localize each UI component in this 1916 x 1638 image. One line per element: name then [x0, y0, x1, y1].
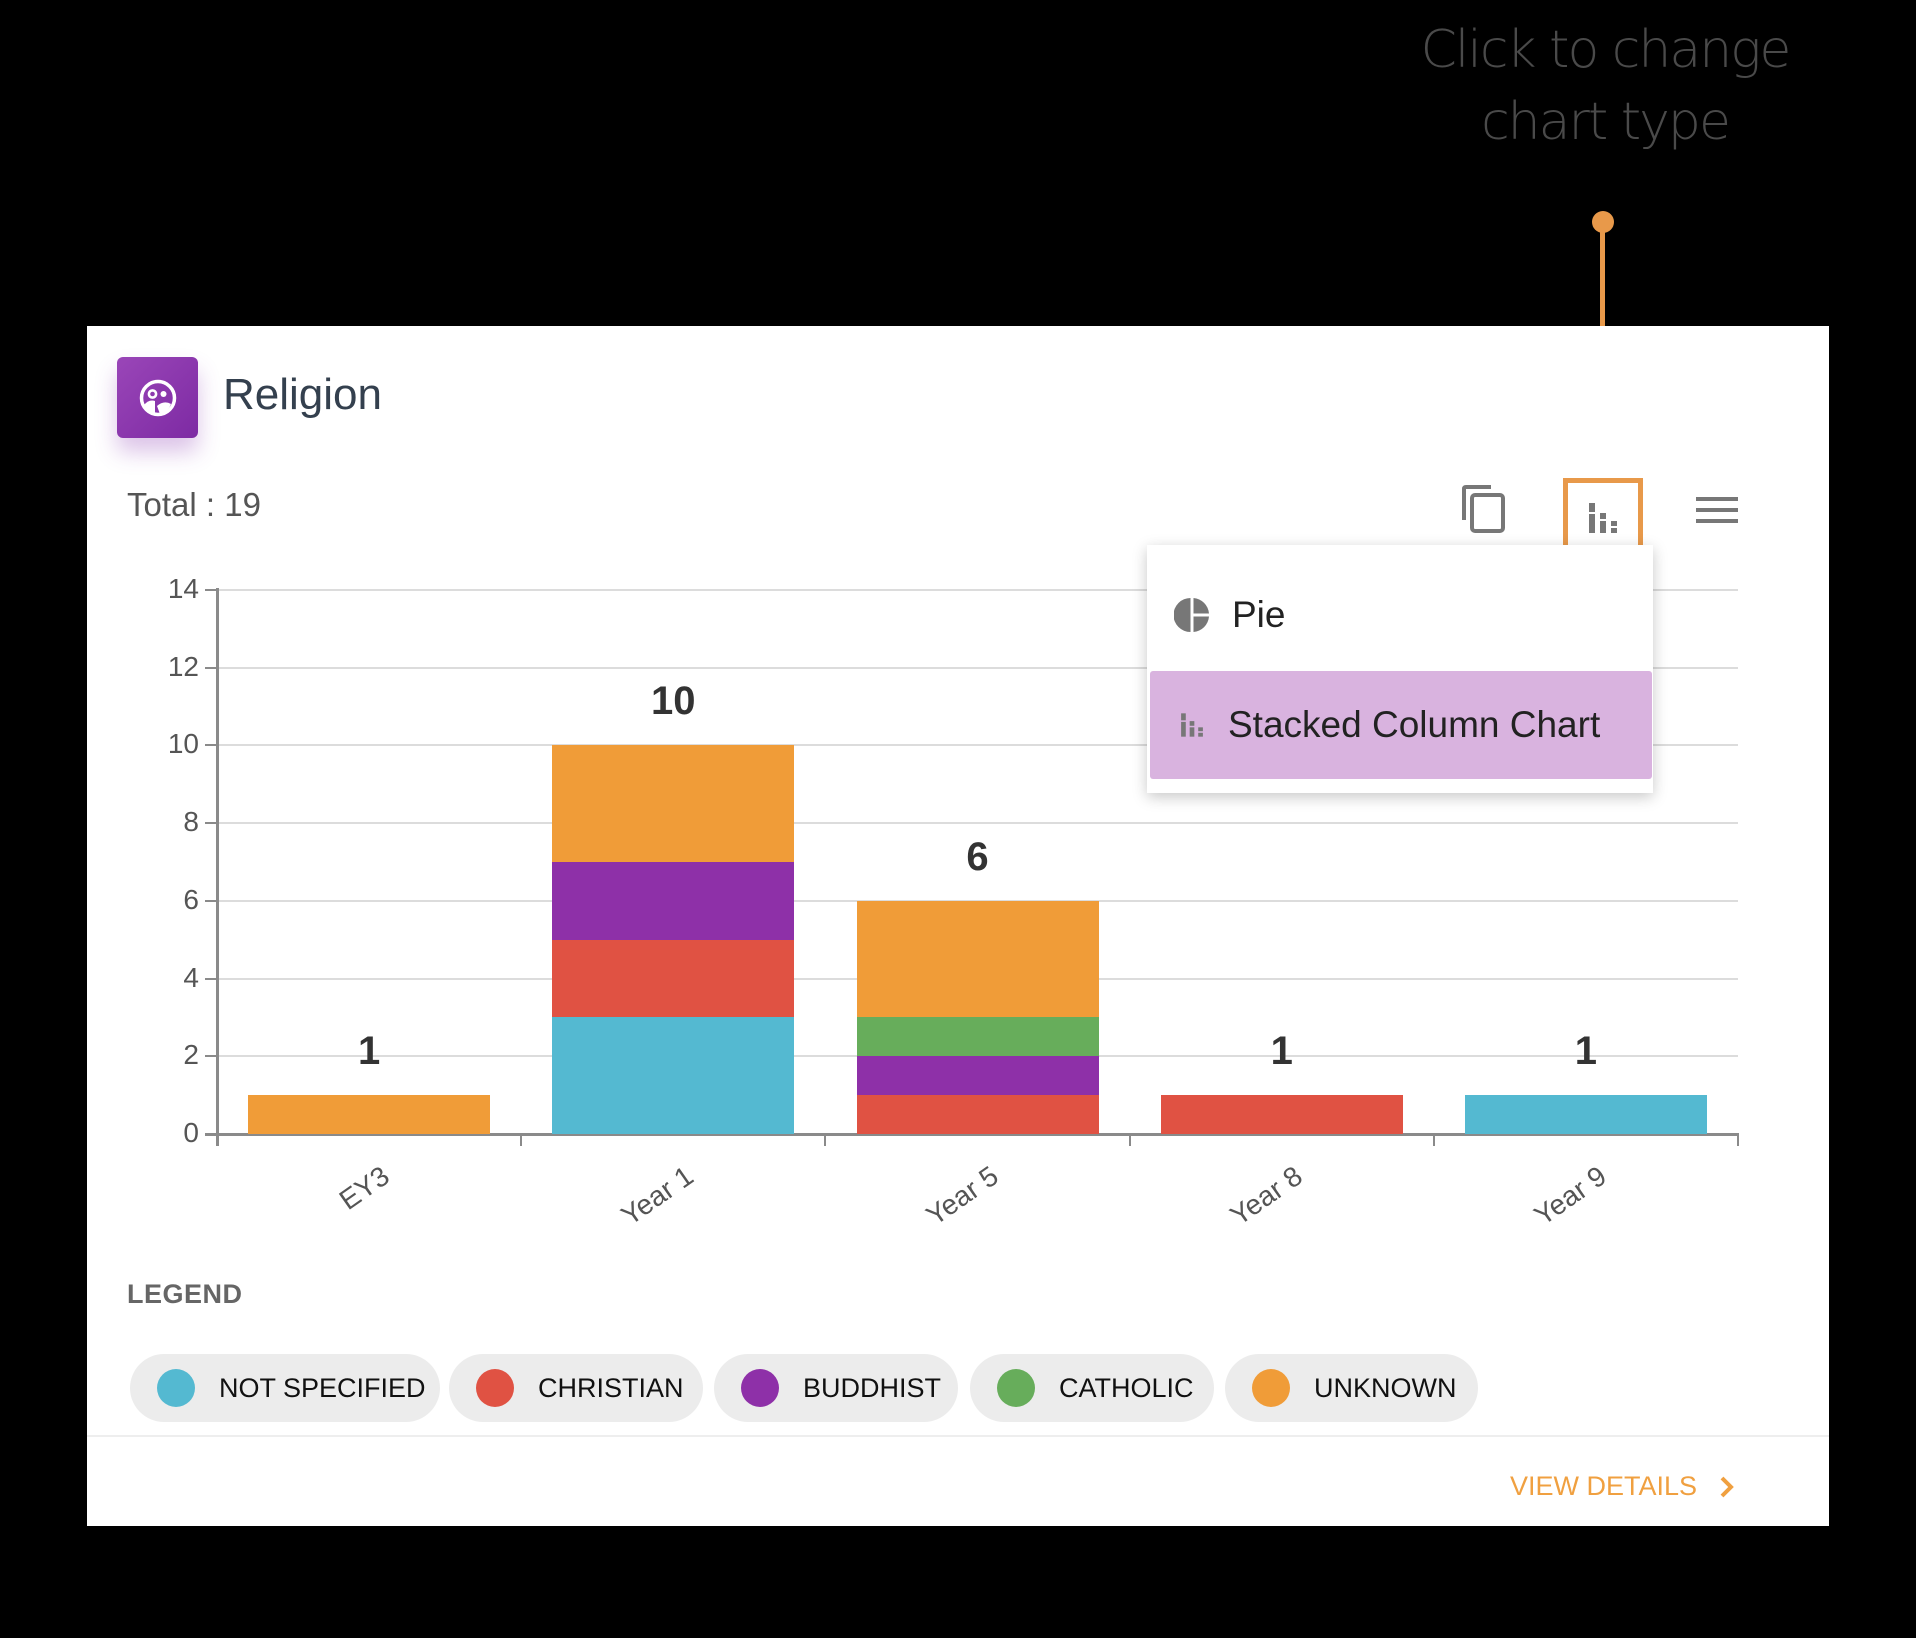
legend-label: NOT SPECIFIED: [219, 1372, 426, 1403]
religion-people-icon: [117, 357, 198, 438]
chevron-right-icon: [1720, 1476, 1734, 1497]
legend-label: BUDDHIST: [803, 1372, 942, 1403]
y-tick: [205, 822, 217, 825]
legend-label: UNKNOWN: [1314, 1372, 1457, 1403]
legend-chip-buddhist[interactable]: BUDDHIST: [714, 1354, 958, 1422]
bar-segment-unknown[interactable]: [552, 745, 795, 863]
dropdown-item-stacked-column[interactable]: Stacked Column Chart: [1150, 671, 1652, 779]
legend-chip-unknown[interactable]: UNKNOWN: [1225, 1354, 1478, 1422]
bar-segment-unknown[interactable]: [248, 1095, 491, 1134]
bar-segment-christian[interactable]: [856, 1095, 1099, 1134]
callout-annotation: Click to change chart type: [1380, 14, 1830, 158]
x-axis: [205, 1133, 1739, 1136]
hamburger-menu-icon: [1696, 497, 1738, 523]
view-details-label: VIEW DETAILS: [1510, 1471, 1698, 1501]
chart-type-dropdown: Pie Stacked Column Chart: [1147, 545, 1653, 793]
bar-total-label: 1: [357, 1029, 381, 1074]
callout-text-line1: Click to change: [1420, 20, 1792, 80]
y-tick-label: 14: [167, 573, 199, 604]
y-tick: [205, 977, 217, 980]
gridline: [217, 589, 1738, 591]
legend-chip-christian[interactable]: CHRISTIAN: [449, 1354, 703, 1422]
y-tick: [205, 589, 217, 591]
pie-chart-icon: [1174, 598, 1209, 632]
bar-ey3[interactable]: [248, 1095, 491, 1134]
y-tick-label: 8: [183, 806, 199, 838]
x-axis-label: Year 9: [1528, 1160, 1612, 1232]
dropdown-item-label: Pie: [1232, 594, 1286, 635]
y-tick: [205, 899, 217, 902]
x-axis-label: Year 8: [1224, 1160, 1308, 1232]
bar-year-1[interactable]: [552, 745, 795, 1134]
legend-color-dot: [157, 1369, 195, 1407]
religion-card: Religion Total : 19 0 2 4 6 8 10 12 14 1 EY3 10 Yea…: [87, 326, 1829, 1526]
y-tick-label: 12: [167, 650, 199, 682]
y-axis: [216, 588, 219, 1146]
y-tick-label: 10: [167, 728, 199, 760]
bar-segment-christian[interactable]: [1160, 1095, 1403, 1134]
x-tick: [824, 1134, 827, 1146]
legend-color-dot: [997, 1369, 1035, 1407]
bar-total-label: 6: [966, 834, 989, 879]
total-count: Total : 19: [127, 486, 261, 523]
bar-year-9[interactable]: [1464, 1095, 1707, 1134]
bar-segment-unknown[interactable]: [856, 900, 1099, 1018]
legend-title: LEGEND: [127, 1279, 243, 1309]
copy-icon: [1462, 485, 1505, 533]
legend-color-dot: [476, 1369, 514, 1407]
callout-text-line2: chart type: [1481, 92, 1731, 152]
chart-type-button[interactable]: [1563, 478, 1643, 558]
x-tick: [520, 1134, 523, 1146]
y-tick-label: 4: [183, 961, 199, 993]
gridline: [217, 666, 1738, 669]
bar-total-label: 1: [1270, 1029, 1293, 1074]
legend-label: CHRISTIAN: [538, 1372, 684, 1403]
x-axis-label: Year 1: [615, 1160, 700, 1232]
y-tick-label: 2: [183, 1039, 199, 1071]
y-tick: [205, 1055, 217, 1058]
legend-color-dot: [1252, 1369, 1290, 1407]
x-tick: [1128, 1134, 1131, 1146]
callout-dot: [1592, 211, 1614, 233]
bar-segment-christian[interactable]: [552, 939, 795, 1018]
stacked-column-chart: 0 2 4 6 8 10 12 14 1 EY3 10 Year 1 6 Year 5 1 Year 8 1 Ye…: [87, 326, 1829, 1231]
bar-segment-buddhist[interactable]: [552, 862, 795, 940]
card-title: Religion: [223, 370, 382, 419]
y-tick-label: 6: [183, 883, 199, 915]
x-tick: [1737, 1134, 1739, 1146]
stacked-column-icon: [1181, 713, 1203, 737]
bar-segment-not-specified[interactable]: [1464, 1095, 1707, 1134]
x-tick: [1432, 1134, 1435, 1146]
legend-color-dot: [741, 1369, 779, 1407]
gridline: [217, 822, 1738, 825]
gridline: [217, 744, 1738, 747]
view-details-link[interactable]: VIEW DETAILS: [1510, 1471, 1735, 1502]
bar-total-label: 10: [651, 679, 696, 724]
bar-segment-buddhist[interactable]: [856, 1056, 1099, 1096]
legend-label: CATHOLIC: [1059, 1372, 1194, 1403]
bar-year-8[interactable]: [1160, 1095, 1403, 1134]
bar-segment-catholic[interactable]: [856, 1017, 1099, 1057]
copy-button[interactable]: [1457, 482, 1511, 536]
stacked-column-icon: [1589, 503, 1617, 533]
y-tick: [205, 666, 217, 669]
y-tick: [205, 744, 217, 747]
bar-segment-not-specified[interactable]: [552, 1017, 795, 1134]
legend-chip-not-specified[interactable]: NOT SPECIFIED: [130, 1354, 440, 1422]
x-axis-label: Year 5: [920, 1160, 1004, 1232]
dropdown-item-label: Stacked Column Chart: [1228, 704, 1601, 745]
bar-year-5[interactable]: [856, 900, 1099, 1134]
card-footer-divider: [87, 1435, 1829, 1437]
gridline: [217, 899, 1738, 902]
dropdown-item-pie[interactable]: Pie: [1150, 561, 1652, 669]
legend-chip-catholic[interactable]: CATHOLIC: [970, 1354, 1214, 1422]
menu-button[interactable]: [1693, 486, 1741, 534]
bar-total-label: 1: [1574, 1029, 1598, 1074]
y-tick-label: 0: [183, 1117, 199, 1148]
